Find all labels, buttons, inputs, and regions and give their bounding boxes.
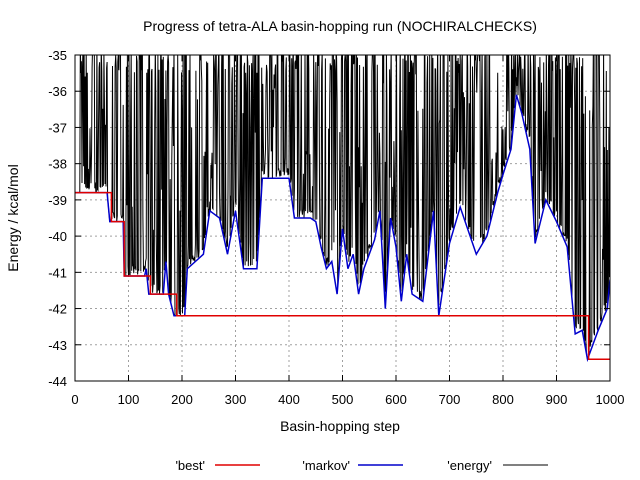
x-tick-label: 600 xyxy=(385,392,407,407)
y-tick-label: -36 xyxy=(48,84,67,99)
grid-lines xyxy=(75,55,610,381)
y-tick-label: -40 xyxy=(48,229,67,244)
y-axis-label: Energy / kcal/mol xyxy=(5,164,21,271)
x-tick-label: 400 xyxy=(278,392,300,407)
y-tick-label: -35 xyxy=(48,48,67,63)
y-tick-label: -43 xyxy=(48,338,67,353)
legend: 'best' 'markov' 'energy' xyxy=(175,458,548,473)
x-tick-label: 500 xyxy=(332,392,354,407)
x-tick-label: 800 xyxy=(492,392,514,407)
y-tick-label: -38 xyxy=(48,157,67,172)
y-tick-label: -44 xyxy=(48,374,67,389)
y-tick-label: -41 xyxy=(48,265,67,280)
x-tick-label: 0 xyxy=(71,392,78,407)
legend-entry-label: 'markov' xyxy=(302,458,350,473)
y-tick-label: -37 xyxy=(48,120,67,135)
legend-entry-label: 'best' xyxy=(175,458,205,473)
x-tick-label: 200 xyxy=(171,392,193,407)
x-axis-ticks: 0 100 200 300 400 500 600 700 800 900 1000 xyxy=(71,55,624,407)
x-tick-label: 1000 xyxy=(596,392,625,407)
x-axis-label: Basin-hopping step xyxy=(280,418,400,434)
x-tick-label: 700 xyxy=(439,392,461,407)
legend-entry-label: 'energy' xyxy=(447,458,492,473)
x-tick-label: 300 xyxy=(225,392,247,407)
chart-title: Progress of tetra-ALA basin-hopping run … xyxy=(143,18,537,34)
x-tick-label: 100 xyxy=(118,392,140,407)
y-axis-ticks: -44 -43 -42 -41 -40 -39 -38 -37 -36 -35 xyxy=(48,48,610,389)
y-tick-label: -42 xyxy=(48,302,67,317)
y-tick-label: -39 xyxy=(48,193,67,208)
series-markov-line xyxy=(75,94,610,363)
x-tick-label: 900 xyxy=(546,392,568,407)
series-best-line xyxy=(75,191,610,361)
